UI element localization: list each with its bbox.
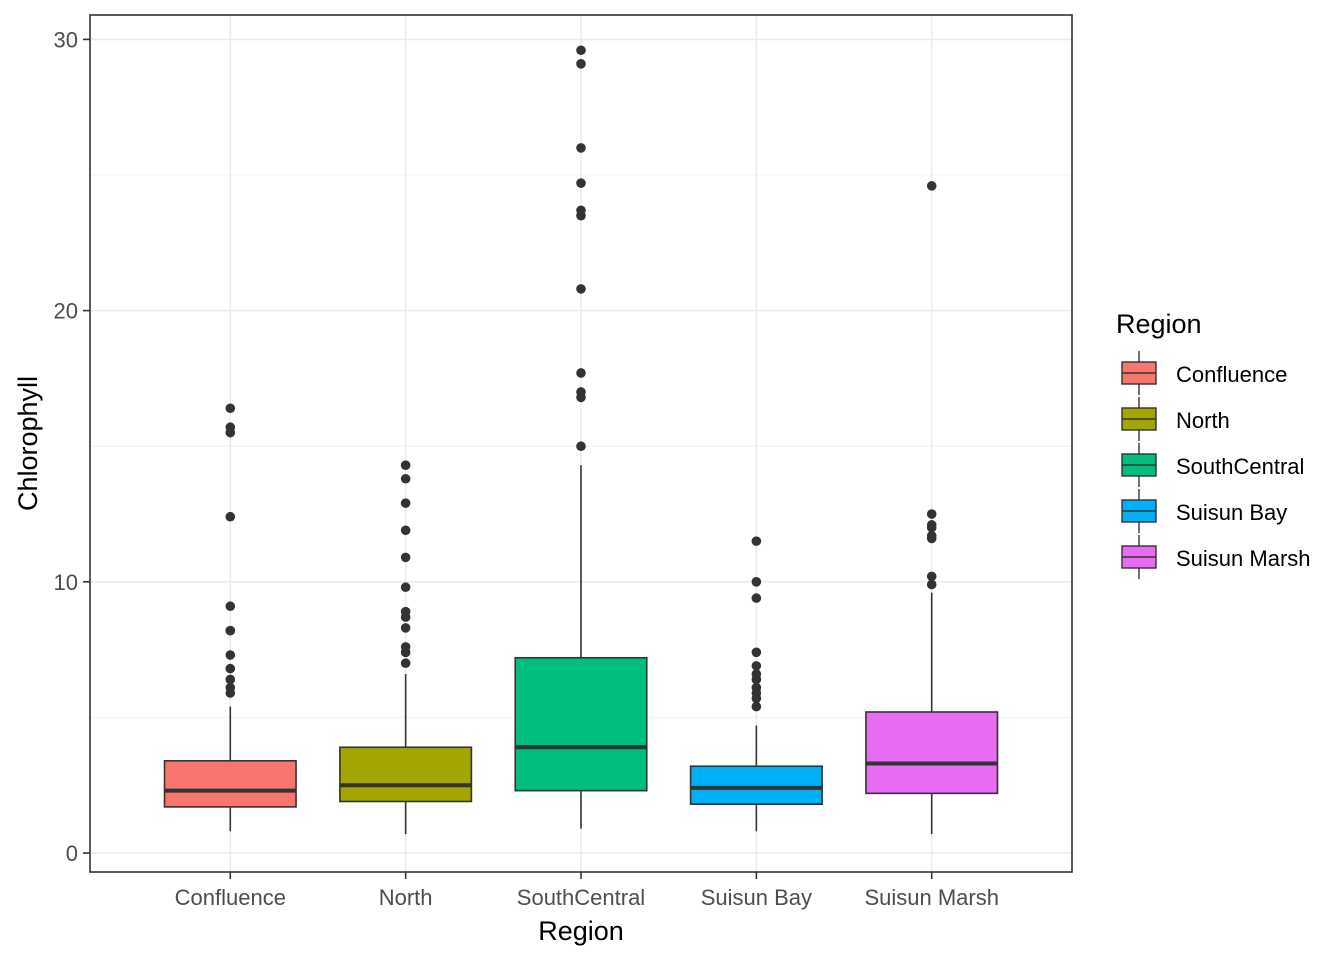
x-axis-title: Region [538,916,624,946]
outlier-point [576,441,586,452]
outlier-point [926,571,937,582]
outlier-point [400,658,411,668]
box-iqr [163,760,297,808]
outlier-point [225,403,236,414]
outlier-point [751,647,762,658]
box-suisun-marsh [865,181,999,835]
outlier-point [225,663,236,674]
x-tick-label: North [379,885,433,910]
outlier-point [225,625,236,636]
outlier-point [576,59,586,69]
outlier-point [225,422,236,433]
y-tick-label: 10 [54,570,78,595]
legend-item-suisun-bay: Suisun Bay [1121,489,1287,533]
outlier-point [225,682,236,693]
box-north [339,460,473,835]
outlier-point [751,661,762,671]
box-iqr [689,765,823,805]
outlier-point [400,582,411,593]
legend-label: Confluence [1176,362,1287,387]
legend-label: Suisun Marsh [1176,546,1311,571]
outlier-point [576,205,586,216]
outlier-point [400,460,411,470]
outlier-point [576,387,586,397]
y-tick-label: 30 [54,27,78,52]
box-confluence [163,403,297,832]
legend-title: Region [1116,309,1202,339]
x-tick-label: Suisun Bay [701,885,812,910]
outlier-point [751,669,762,679]
x-tick-label: SouthCentral [517,885,645,910]
outlier-point [926,579,937,590]
y-axis-title: Chlorophyll [13,376,43,511]
outlier-point [400,642,411,652]
legend-item-suisun-marsh: Suisun Marsh [1121,535,1311,579]
outlier-point [576,178,586,188]
x-tick-label: Confluence [175,885,286,910]
box-iqr [865,711,999,795]
outlier-point [400,552,411,563]
outlier-point [576,368,586,378]
outlier-point [926,509,937,519]
outlier-point [400,498,411,508]
axes: 0 10 20 30 Confluence North SouthCentral Suisun… [54,27,999,910]
box-iqr [514,656,648,792]
x-tick-label: Suisun Marsh [864,885,999,910]
legend: Region Confluence North SouthCentral Suisun… [1116,309,1311,579]
boxes [163,45,999,835]
box-southcentral [514,45,648,829]
legend-item-confluence: Confluence [1121,351,1287,395]
outlier-point [400,606,411,617]
outlier-point [926,181,937,191]
outlier-point [751,682,762,693]
box-suisun-bay [689,536,823,832]
outlier-point [225,511,236,522]
legend-item-north: North [1121,397,1230,441]
outlier-point [225,674,236,685]
outlier-point [751,577,762,587]
outlier-point [225,601,236,612]
y-tick-label: 20 [54,299,78,324]
legend-label: Suisun Bay [1176,500,1287,525]
outlier-point [751,701,762,712]
legend-label: SouthCentral [1176,454,1304,479]
legend-label: North [1176,408,1230,433]
outlier-point [751,536,762,546]
outlier-point [576,45,586,56]
box-iqr [339,746,473,803]
outlier-point [400,473,411,484]
outlier-point [576,143,586,153]
outlier-point [576,284,586,294]
outlier-point [751,593,762,603]
outlier-point [926,520,937,530]
legend-item-southcentral: SouthCentral [1121,443,1304,487]
outlier-point [400,623,411,633]
y-tick-label: 0 [66,841,78,866]
outlier-point [225,650,236,660]
outlier-point [926,530,937,541]
outlier-point [400,525,411,536]
